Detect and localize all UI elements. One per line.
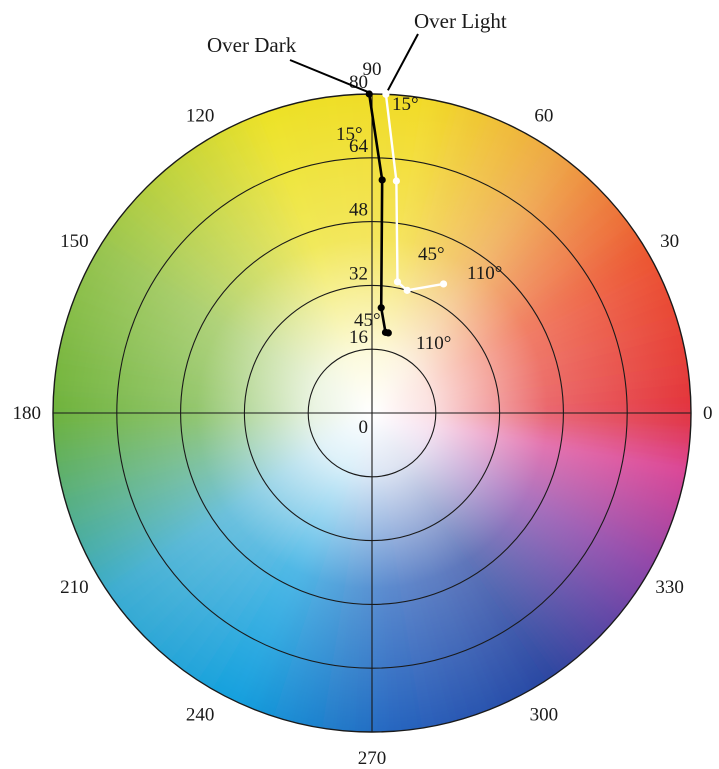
radial-label-0: 0 xyxy=(359,417,369,438)
polar-grid xyxy=(52,93,692,733)
over-light-label-110: 110° xyxy=(467,263,502,284)
angle-label-30: 30 xyxy=(660,231,679,252)
over-dark-label-15: 15° xyxy=(336,124,363,145)
angle-label-240: 240 xyxy=(186,705,215,726)
over-dark-label-110: 110° xyxy=(416,333,451,354)
over-light-point-0 xyxy=(382,90,390,98)
over-light-leader-line xyxy=(387,33,419,91)
over-light-point-4 xyxy=(439,280,448,288)
angle-label-90: 90 xyxy=(363,59,382,80)
radial-label-64: 64 xyxy=(349,136,369,157)
radial-label-80: 80 xyxy=(349,72,368,93)
radial-label-16: 16 xyxy=(349,327,368,348)
radial-label-32: 32 xyxy=(349,263,368,284)
angle-label-60: 60 xyxy=(534,105,553,126)
over-light-point-2 xyxy=(393,278,402,286)
radial-labels: 0 16 32 48 64 80 xyxy=(349,72,369,438)
series-name-over-light: Over Light xyxy=(414,9,507,33)
angle-label-300: 300 xyxy=(530,705,559,726)
series-name-over-dark: Over Dark xyxy=(207,33,297,57)
over-dark-point-1 xyxy=(378,176,386,184)
over-dark-label-45: 45° xyxy=(354,310,381,331)
over-light-point-3 xyxy=(403,286,411,294)
over-dark-leader-line xyxy=(289,59,369,93)
angle-label-180: 180 xyxy=(13,403,42,424)
angle-label-330: 330 xyxy=(655,577,684,598)
angle-label-150: 150 xyxy=(60,231,89,252)
angle-label-210: 210 xyxy=(60,577,89,598)
angle-label-0: 0 xyxy=(703,403,713,424)
over-light-label-45: 45° xyxy=(418,244,445,265)
annotation-layer: Over Dark Over Light 15° 45° 110° 15° 45° 110° xyxy=(207,9,507,354)
over-dark-point-4 xyxy=(384,329,392,337)
over-dark-point-2 xyxy=(377,304,385,312)
angle-label-120: 120 xyxy=(186,105,215,126)
radial-label-48: 48 xyxy=(349,200,368,221)
hue-wheel-background xyxy=(53,94,691,732)
series-layer xyxy=(365,90,448,337)
over-light-label-15: 15° xyxy=(392,94,419,115)
angle-label-270: 270 xyxy=(358,748,387,769)
over-light-point-1 xyxy=(392,177,400,185)
angle-labels: 0 30 60 90 120 150 180 210 240 270 300 330 xyxy=(13,59,713,769)
